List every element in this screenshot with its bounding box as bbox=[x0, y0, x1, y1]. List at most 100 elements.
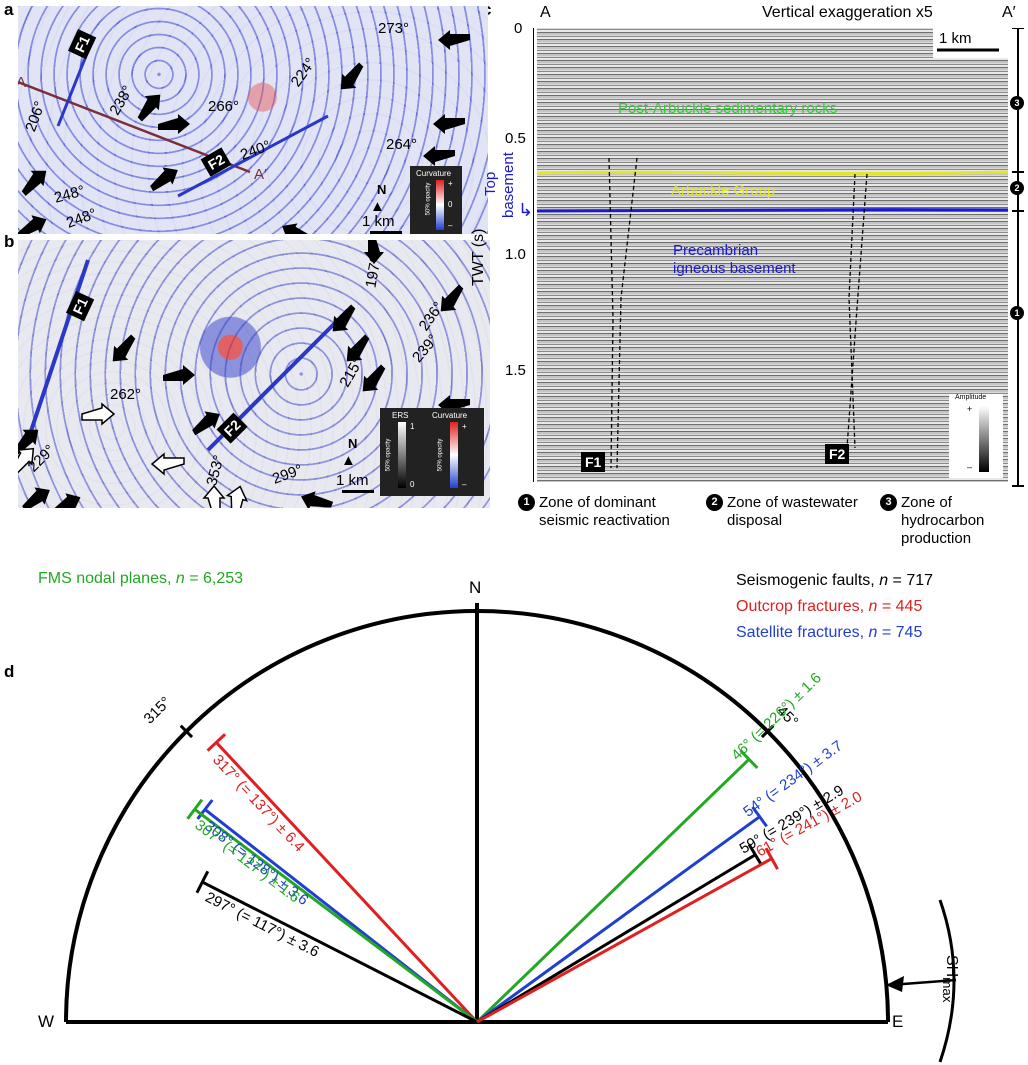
seismic-overlay bbox=[537, 28, 1008, 478]
strike-cap bbox=[739, 749, 759, 770]
strike-cap bbox=[195, 870, 210, 894]
legend-plus: + bbox=[448, 179, 453, 188]
section-end-label: A′ bbox=[1002, 4, 1016, 21]
panel-label-d: d bbox=[4, 662, 15, 681]
legend-zero: 0 bbox=[448, 200, 453, 209]
ytick: 0.5 bbox=[505, 130, 526, 147]
amplitude-title: Amplitude bbox=[955, 394, 987, 401]
ers-curvature-legend: ERS Curvature 1 0 + – 50% opacity 50% op… bbox=[380, 408, 484, 496]
legend-title: Curvature bbox=[416, 169, 452, 178]
legend-one: 1 bbox=[410, 422, 415, 431]
zone-legend-2: 2 Zone of wastewater disposal bbox=[706, 494, 858, 530]
shmax-arrow-head bbox=[886, 976, 904, 992]
fault-trace-f2 bbox=[177, 114, 329, 198]
strike-spoke bbox=[201, 880, 478, 1024]
zone-marker: 2 bbox=[1010, 181, 1024, 195]
rose-ticks bbox=[179, 724, 775, 739]
angle-label: 264° bbox=[386, 136, 418, 153]
amplitude-colorbar bbox=[979, 406, 989, 472]
zone-line: Zone of wastewater bbox=[727, 494, 858, 511]
legend-text: Outcrop fractures, bbox=[736, 598, 869, 615]
fault-f1-traces bbox=[608, 157, 638, 469]
unit-arbuckle: Arbuckle Group bbox=[671, 182, 776, 199]
scale-label: 1 km bbox=[939, 30, 972, 47]
section-end-label: A′ bbox=[254, 166, 267, 183]
legend-count: = 445 bbox=[877, 598, 923, 615]
north-label: N bbox=[377, 182, 387, 197]
legend-count: = 745 bbox=[877, 624, 923, 641]
fault-f2-traces bbox=[846, 173, 868, 449]
fault-trace-f1 bbox=[56, 55, 88, 127]
ytick: 0 bbox=[514, 20, 523, 37]
unit-basement-1: Precambrian bbox=[673, 242, 759, 259]
east-label: E bbox=[892, 1012, 904, 1031]
angle-label: 262° bbox=[110, 386, 142, 403]
legend-ers: ERS bbox=[392, 411, 409, 420]
ers-curvature-map-b: 197° 236° 239° 215° 262° 229° 353° 299° … bbox=[18, 240, 490, 508]
strike-cap bbox=[206, 733, 227, 752]
strike-spoke bbox=[215, 741, 479, 1024]
strike-spoke bbox=[476, 853, 757, 1024]
zone-line: Zone of bbox=[901, 494, 952, 511]
legend-text: Seismogenic faults, bbox=[736, 572, 880, 589]
section-start-label: A bbox=[18, 74, 27, 91]
scale-label: 1 km bbox=[336, 472, 369, 489]
arrow-markers bbox=[18, 30, 470, 234]
scale-box bbox=[933, 28, 1008, 58]
legend-n: n bbox=[868, 598, 878, 615]
vertical-exaggeration: Vertical exaggeration x5 bbox=[762, 4, 933, 21]
north-label: N bbox=[469, 578, 482, 597]
west-label: W bbox=[38, 1012, 55, 1031]
legend-fms: FMS nodal planes, n = 6,253 bbox=[38, 570, 243, 588]
zone-line: production bbox=[901, 530, 972, 547]
amplitude-minus: – bbox=[967, 462, 973, 472]
strike-spoke bbox=[476, 857, 773, 1024]
curvature-legend: Curvature 50% opacity + 0 – bbox=[410, 166, 462, 234]
legend-n: n bbox=[879, 572, 889, 589]
panel-label-a: a bbox=[4, 0, 14, 19]
map-b-overlay bbox=[18, 240, 470, 508]
legend-seismogenic: Seismogenic faults, n = 717 bbox=[736, 572, 933, 590]
angle-label: 273° bbox=[378, 20, 410, 37]
shmax-text: SH bbox=[943, 955, 960, 978]
fault-label-f1: F1 bbox=[581, 452, 606, 472]
north-label: N bbox=[348, 436, 358, 451]
strike-spoke bbox=[193, 808, 478, 1024]
zone-num: 1 bbox=[518, 494, 535, 511]
zone-line: disposal bbox=[727, 512, 783, 529]
legend-text: FMS nodal planes, bbox=[38, 570, 176, 587]
scale-bar bbox=[342, 490, 374, 493]
zone-num: 3 bbox=[880, 494, 897, 511]
legend-count: = 6,253 bbox=[184, 570, 244, 587]
section-start-label: A bbox=[540, 4, 551, 21]
angle-label: 266° bbox=[208, 98, 240, 115]
unit-post-arbuckle: Post-Arbuckle sedimentary rocks bbox=[618, 100, 838, 117]
zone-line: seismic reactivation bbox=[539, 512, 670, 529]
curvature-map-a: 273° 206° 238° 266° 224° 264° 240° 248° … bbox=[18, 6, 488, 234]
amplitude-plus: + bbox=[967, 404, 973, 414]
strike-cap bbox=[196, 799, 214, 820]
scale-bar bbox=[370, 231, 402, 234]
legend-curv-bar bbox=[450, 422, 458, 488]
legend-text: Satellite fractures, bbox=[736, 624, 869, 641]
strike-spoke bbox=[476, 815, 761, 1024]
amplitude-legend bbox=[949, 394, 1003, 478]
ytick: 1.5 bbox=[505, 362, 526, 379]
legend-outcrop: Outcrop fractures, n = 445 bbox=[736, 598, 922, 616]
zone-num: 2 bbox=[706, 494, 723, 511]
north-arrow-icon: ▲ bbox=[370, 198, 385, 215]
legend-minus: – bbox=[448, 221, 453, 230]
arbuckle-horizon bbox=[537, 170, 1008, 175]
zone-line: hydrocarbon bbox=[901, 512, 985, 529]
seismic-section: 1 km Post-Arbuckle sedimentary rocks Arb… bbox=[537, 28, 1008, 482]
strike-spoke bbox=[475, 758, 751, 1024]
rose-tick bbox=[760, 724, 775, 739]
zone-marker: 1 bbox=[1010, 306, 1024, 320]
ytick: 1.0 bbox=[505, 246, 526, 263]
strike-cap bbox=[747, 843, 763, 866]
arrow-markers bbox=[18, 240, 470, 508]
rose-spokes bbox=[186, 733, 779, 1024]
shmax-subscript: max bbox=[939, 977, 955, 1003]
zone-legend-3: 3 Zone of hydrocarbon production bbox=[880, 494, 984, 548]
